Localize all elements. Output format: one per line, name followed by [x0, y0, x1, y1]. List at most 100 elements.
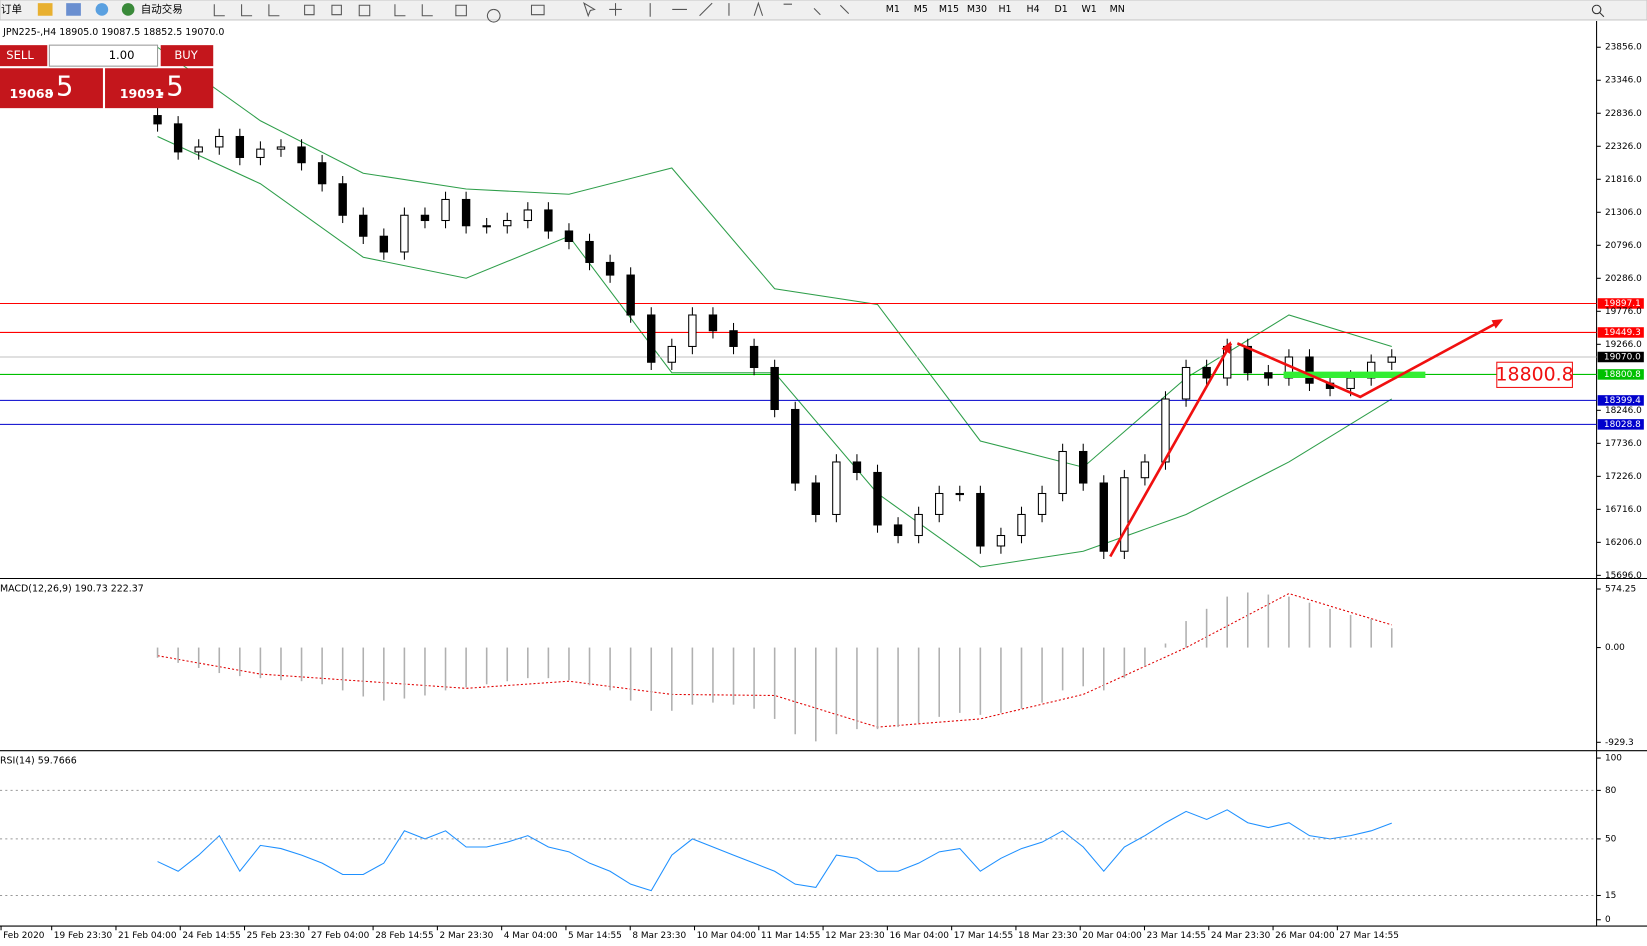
icon[interactable]	[95, 3, 109, 16]
buy-button[interactable]	[160, 45, 214, 67]
candle-body	[791, 408, 800, 484]
candle-body	[955, 492, 964, 496]
candle-body	[482, 225, 491, 228]
timeframe-button[interactable]: D1	[1054, 4, 1067, 15]
x-tick-label: 26 Mar 04:00	[1275, 931, 1335, 941]
timeframe-button[interactable]: M1	[886, 4, 900, 15]
levels: 19897.1 19449.3 19070.0 18800.8 18399.4 18028…	[0, 298, 1644, 430]
candle-body	[749, 345, 759, 369]
candle-body	[420, 214, 430, 222]
x-tick-label: 17 Mar 14:55	[954, 931, 1013, 941]
candle-body	[173, 123, 183, 153]
auto-trading-button[interactable]: 自动交易	[141, 2, 183, 15]
x-tick-label: 24 Feb 14:55	[182, 931, 240, 941]
x-tick-label: 5 Mar 14:55	[568, 931, 622, 941]
lot-value[interactable]: 1.00	[109, 48, 135, 62]
x-tick-label: 10 Mar 04:00	[697, 931, 757, 941]
level-label-bg	[1597, 351, 1644, 363]
tool-icons	[213, 1, 850, 23]
candle-body	[235, 135, 245, 158]
y-tick-label: 21816.0	[1605, 175, 1642, 185]
x-tick-label: 4 Mar 04:00	[504, 931, 558, 941]
sell-price[interactable]: 19068	[9, 86, 53, 101]
level-label: 18800.8	[1604, 370, 1641, 380]
trade-panel: SELL 1.00 BUY 19068 .5 19091 .5	[0, 44, 214, 109]
level-label: 19897.1	[1604, 299, 1641, 309]
rsi-label: RSI(14) 59.7666	[0, 756, 77, 767]
timeframe-button[interactable]: H4	[1026, 4, 1039, 15]
toolbar-bg	[0, 0, 1647, 21]
sell-button[interactable]	[0, 45, 48, 67]
y-tick-label: 20796.0	[1605, 241, 1642, 251]
candle-body	[667, 345, 677, 363]
macd-label: MACD(12,26,9) 190.73 222.37	[0, 584, 144, 595]
y-tick-label: 19266.0	[1605, 340, 1642, 350]
timeframe-button[interactable]: H1	[998, 4, 1011, 15]
y-tick-label: 17736.0	[1605, 439, 1642, 449]
sell-price-box[interactable]	[0, 68, 103, 109]
candle-body	[1140, 461, 1150, 479]
candle-body	[729, 330, 738, 347]
candle-body	[1181, 366, 1191, 400]
buy-label[interactable]: BUY	[174, 48, 198, 62]
candle-body	[852, 461, 862, 473]
candle-body	[647, 314, 656, 363]
candle-body	[1305, 356, 1314, 384]
candle-body	[400, 214, 409, 253]
order-button[interactable]: 订单	[1, 3, 22, 15]
x-tick-label: 11 Mar 14:55	[761, 931, 820, 941]
candle-body	[811, 482, 820, 515]
sell-label[interactable]: SELL	[6, 48, 34, 62]
candle-body	[1387, 356, 1396, 363]
x-tick-label: 23 Mar 14:55	[1147, 931, 1206, 941]
buy-price-box[interactable]	[105, 68, 214, 109]
candle-body	[215, 135, 224, 148]
candle-body	[832, 461, 841, 515]
y-tick-label: -929.3	[1605, 738, 1634, 748]
candle-body	[359, 214, 368, 237]
annotation: 18800.8	[1496, 363, 1574, 385]
x-tick-label: 18 Mar 23:30	[1018, 931, 1078, 941]
x-tick-label: 19 Feb 23:30	[54, 931, 113, 941]
candle-body	[1079, 450, 1088, 484]
candle-body	[544, 209, 553, 232]
sell-price-pips[interactable]: .5	[47, 72, 73, 103]
lot-input[interactable]	[48, 44, 159, 67]
candle-body	[503, 219, 512, 227]
toolbar: 订单 自动交易	[0, 0, 1647, 23]
timeframe-button[interactable]: M15	[939, 4, 959, 15]
timeframe-button[interactable]: M30	[967, 4, 987, 15]
icon[interactable]	[121, 3, 135, 16]
candle-body	[585, 240, 594, 263]
y-tick-label: 23346.0	[1605, 76, 1642, 86]
icon[interactable]	[37, 3, 53, 16]
level-label-bg	[1597, 395, 1644, 406]
timeframe-button[interactable]: MN	[1110, 4, 1125, 15]
x-tick-label: 2 Mar 23:30	[439, 931, 493, 941]
search-icon[interactable]	[1591, 4, 1605, 18]
level-label-bg	[1597, 298, 1644, 309]
buy-price[interactable]: 19091	[120, 86, 164, 101]
y-tick-label: 19776.0	[1605, 307, 1642, 317]
y-tick-label: 574.25	[1605, 585, 1636, 595]
level-label-bg	[1597, 419, 1644, 430]
timeframe-button[interactable]: W1	[1081, 4, 1096, 15]
candle-body	[379, 235, 389, 253]
rsi-line	[157, 809, 1392, 892]
candle-body	[1058, 450, 1067, 495]
candle-body	[708, 314, 718, 332]
buy-price-pips[interactable]: .5	[158, 72, 184, 103]
candle-body	[194, 146, 203, 153]
x-tick-label: 27 Feb 04:00	[311, 931, 370, 941]
candle-body	[564, 230, 574, 242]
candle-body	[770, 366, 779, 411]
candle-body	[317, 162, 327, 185]
icon[interactable]	[66, 3, 81, 16]
timeframe-button[interactable]: M5	[914, 4, 928, 15]
x-tick-label: 20 Mar 04:00	[1082, 931, 1142, 941]
candle-body	[1264, 372, 1273, 379]
candle-body	[688, 314, 697, 347]
